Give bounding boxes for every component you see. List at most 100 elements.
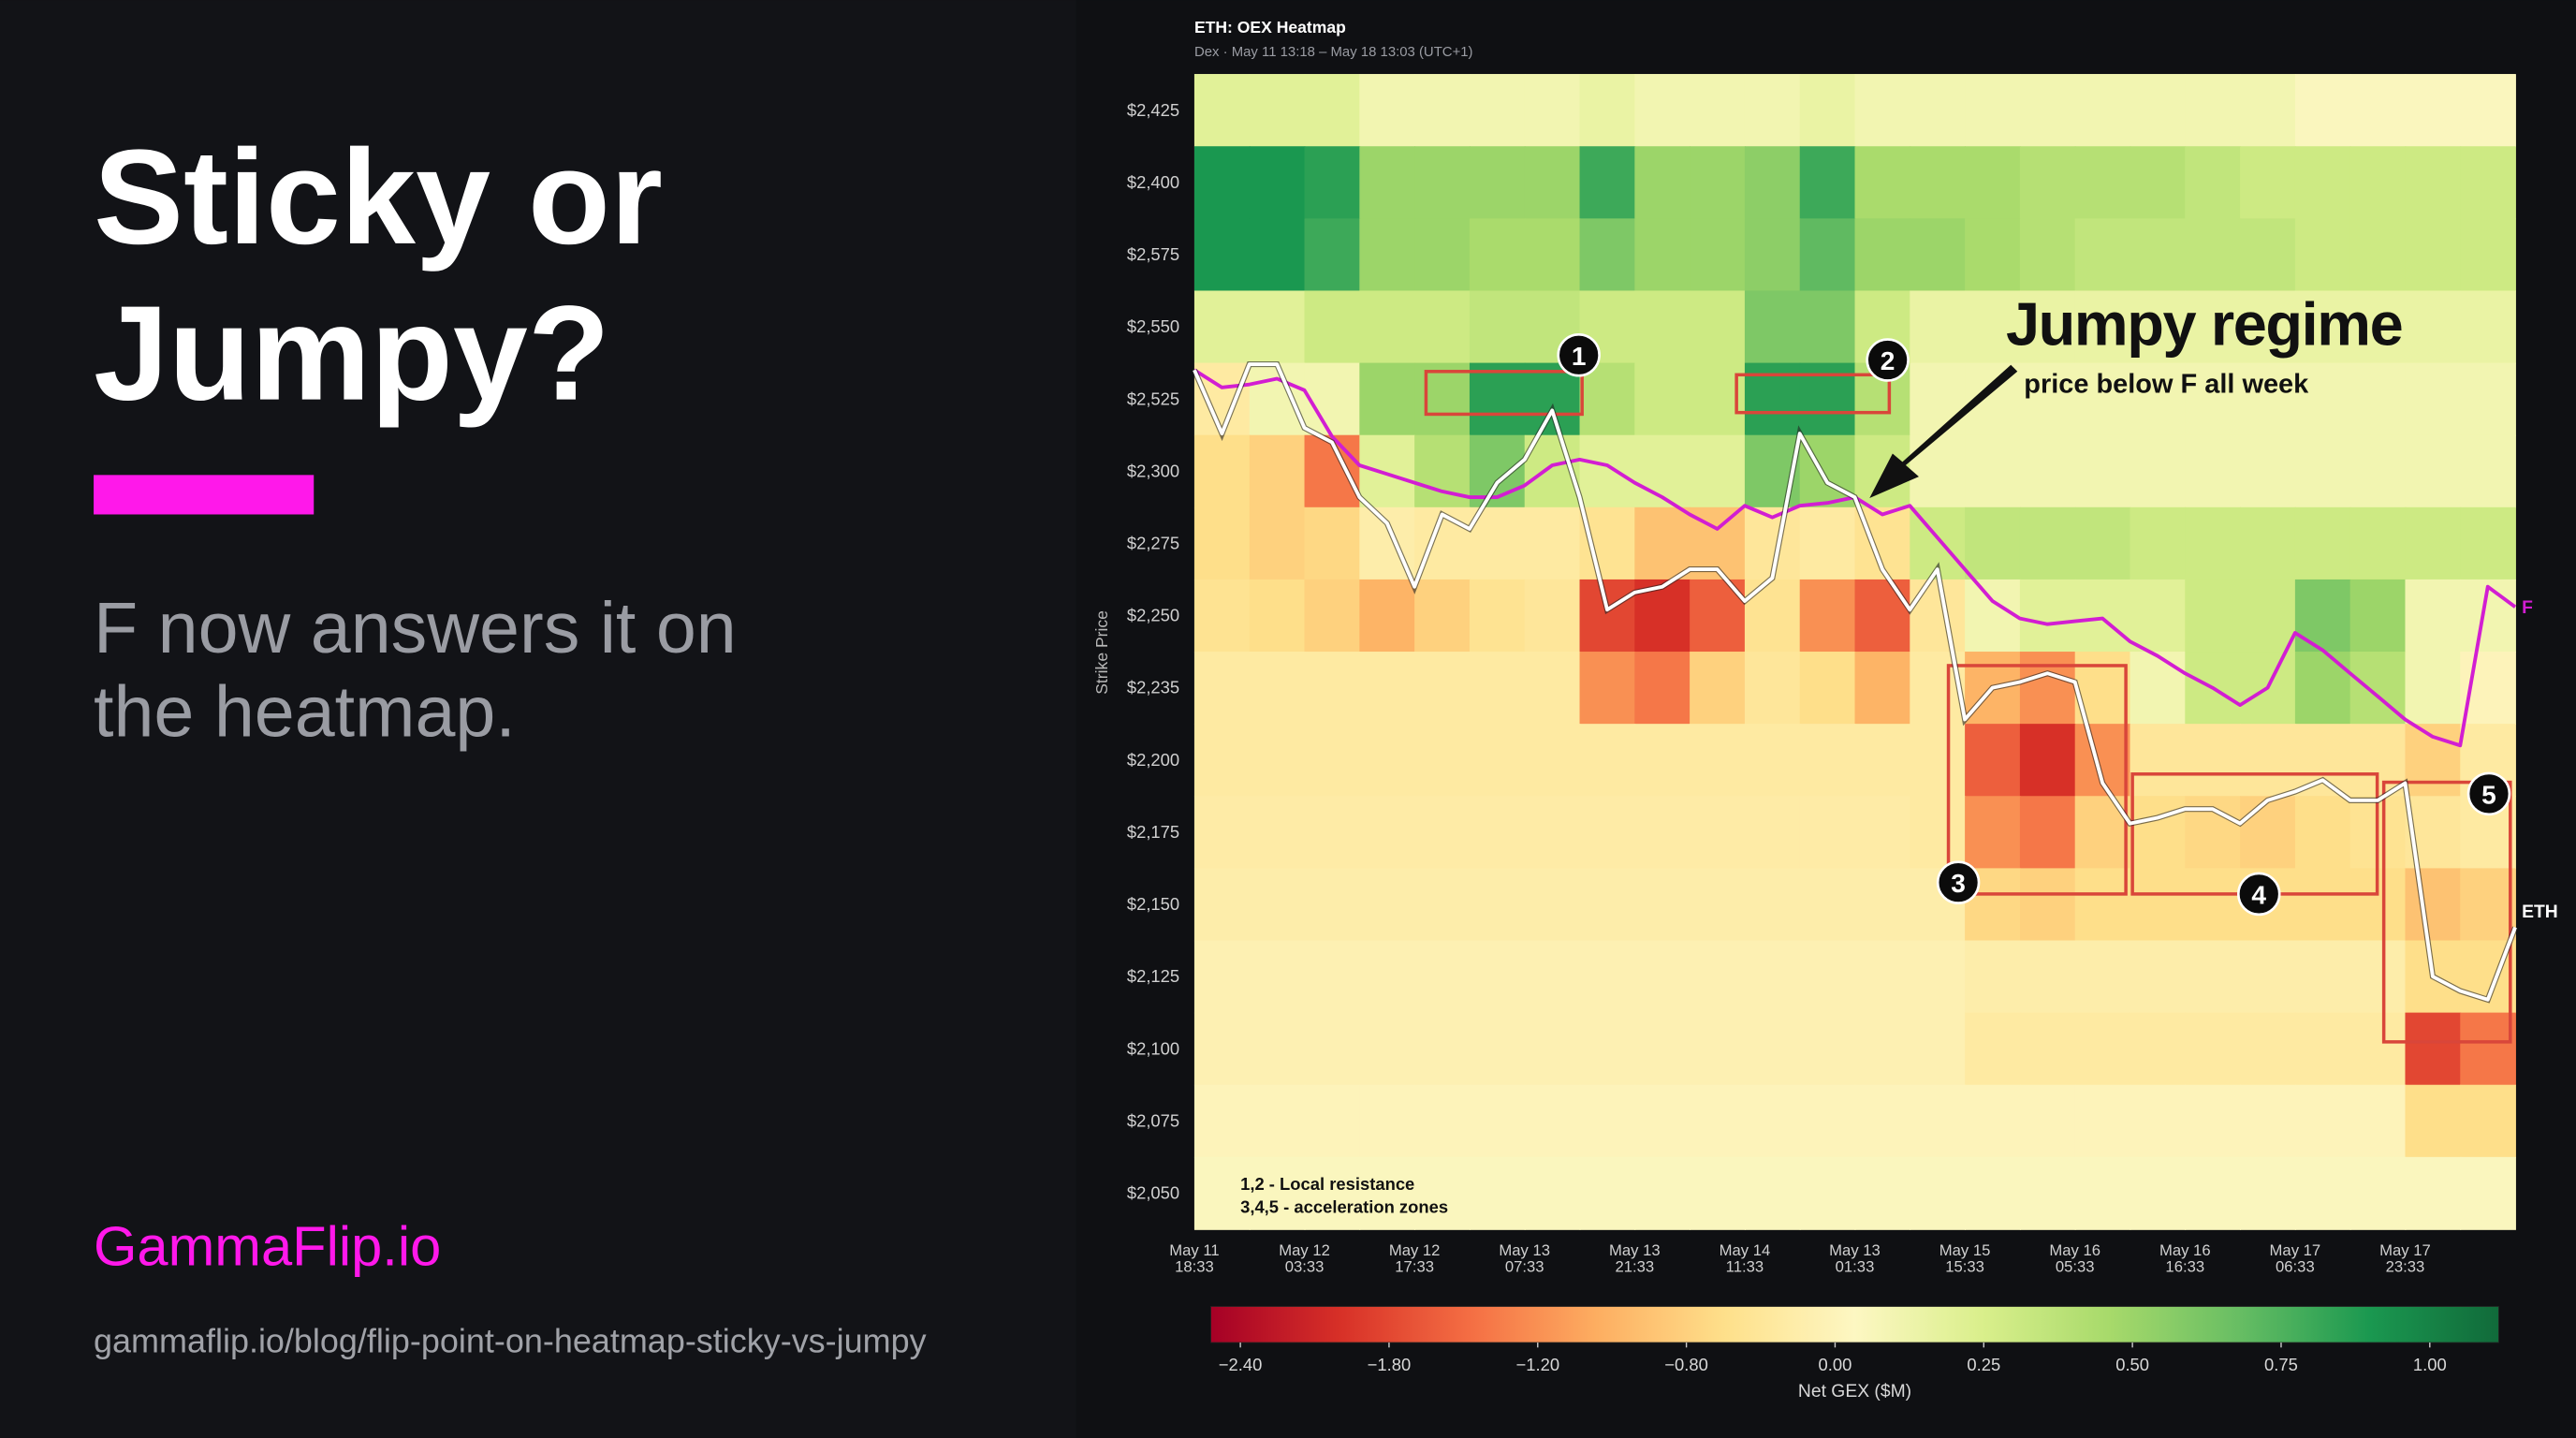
heatmap-cell [1910,146,1966,220]
heatmap-cell [2185,1084,2241,1158]
colorbar-tick-label: 0.25 [1967,1355,2000,1374]
heatmap-cell [1414,146,1471,220]
heatmap-cell [1193,146,1251,220]
heatmap-cell [2294,1156,2351,1230]
x-tick-label: May 13 [1609,1241,1661,1259]
heatmap-cell [1634,290,1690,364]
heatmap-cell [2019,218,2076,292]
heatmap-cell [2349,579,2407,653]
heatmap-cell [1690,652,1746,726]
heatmap-cell [1744,290,1801,364]
heatmap-cell [2349,1156,2407,1230]
heatmap-cell [2460,434,2516,508]
heatmap-cell [1359,146,1416,220]
heatmap-cell [2294,218,2351,292]
heatmap-cell [1193,290,1251,364]
heatmap-cell [2349,146,2407,220]
colorbar-label: Net GEX ($M) [1798,1382,1911,1401]
heatmap-cell [1579,218,1636,292]
heatmap-cell [1249,146,1306,220]
y-tick-label: $2,300 [1127,461,1179,480]
heatmap-cell [1359,290,1416,364]
heatmap-cell [1690,1012,1746,1086]
heatmap-cell [1414,868,1471,942]
heatmap-cell [2019,146,2076,220]
heatmap-cell [1414,74,1471,148]
heatmap-cell [2185,362,2241,436]
heatmap-cell [2130,796,2187,870]
heatmap-cell [1799,74,1856,148]
heatmap-cell [1359,1084,1416,1158]
heatmap-cell [1799,652,1856,726]
heatmap-cell [2185,724,2241,798]
heatmap-cell [2074,506,2131,580]
heatmap-cell [1193,868,1251,942]
slide-title: Jumpy? [94,279,610,429]
heatmap-cell [2074,362,2131,436]
heatmap-cell [2294,74,2351,148]
heatmap-cell [2074,1012,2131,1086]
zone-marker-label: 5 [2481,780,2496,809]
y-tick-label: $2,125 [1127,966,1179,986]
heatmap-cell [1304,146,1361,220]
heatmap-cell [1690,74,1746,148]
heatmap-cell [2294,940,2351,1014]
heatmap-cell [1414,724,1471,798]
heatmap-cell [1965,940,2021,1014]
heatmap-cell [2405,579,2462,653]
line [1193,362,2517,1002]
y-tick-label: $2,550 [1127,316,1179,336]
heatmap-cell [1634,796,1690,870]
heatmap-cell [2294,868,2351,942]
heatmap-cell [1193,1012,1251,1086]
heatmap-cell [2130,868,2187,942]
heatmap-cell [2019,1012,2076,1086]
heatmap-cell [2349,218,2407,292]
heatmap-cell [1414,218,1471,292]
zone-marker-label: 1 [1572,342,1587,371]
heatmap-cell [2074,796,2131,870]
heatmap-cell [1414,1156,1471,1230]
heatmap-cell [1910,218,1966,292]
heatmap-cell [2240,1156,2296,1230]
heatmap-cell [1359,1012,1416,1086]
zone-marker-label: 3 [1951,869,1966,898]
heatmap-cell [2074,1084,2131,1158]
heatmap-cell [1799,579,1856,653]
heatmap-cell [2294,1012,2351,1086]
heatmap-cell [2130,724,2187,798]
brand: GammaFlip.io [94,1215,441,1278]
colorbar-tick-label: 1.00 [2413,1355,2447,1374]
heatmap-cell [1469,506,1526,580]
heatmap-cell [2294,362,2351,436]
heatmap-cell [2130,290,2187,364]
heatmap-cell [1744,1012,1801,1086]
heatmap-cell [1965,579,2021,653]
colorbar-tick-label: −1.80 [1368,1355,1412,1374]
heatmap-cell [2130,146,2187,220]
heatmap-cell [1249,1156,1306,1230]
heatmap-cell [2130,940,2187,1014]
x-tick-label: 15:33 [1945,1258,1984,1276]
heatmap-cell [1799,940,1856,1014]
note: 1,2 - Local resistance [1240,1174,1414,1194]
heatmap-cell [1193,506,1251,580]
x-tick-label: May 15 [1939,1241,1991,1259]
heatmap-cell [1634,940,1690,1014]
heatmap-cell [1304,362,1361,436]
heatmap-cell [1249,362,1306,436]
heatmap-cell [2185,868,2241,942]
heatmap-cell [2130,74,2187,148]
heatmap-cell [2019,290,2076,364]
series-label: F [2522,598,2533,618]
headline: Jumpy regime [2006,290,2402,359]
heatmap-cell [2185,218,2241,292]
heatmap-cell [1359,1156,1416,1230]
zone-marker [1866,338,1910,382]
heatmap-cell [2019,74,2076,148]
heatmap-cell [2240,290,2296,364]
heatmap-cell [1469,290,1526,364]
heatmap-cell [2130,506,2187,580]
heatmap-cell [1910,1156,1966,1230]
url: gammaflip.io/blog/flip-point-on-heatmap-… [94,1322,927,1360]
